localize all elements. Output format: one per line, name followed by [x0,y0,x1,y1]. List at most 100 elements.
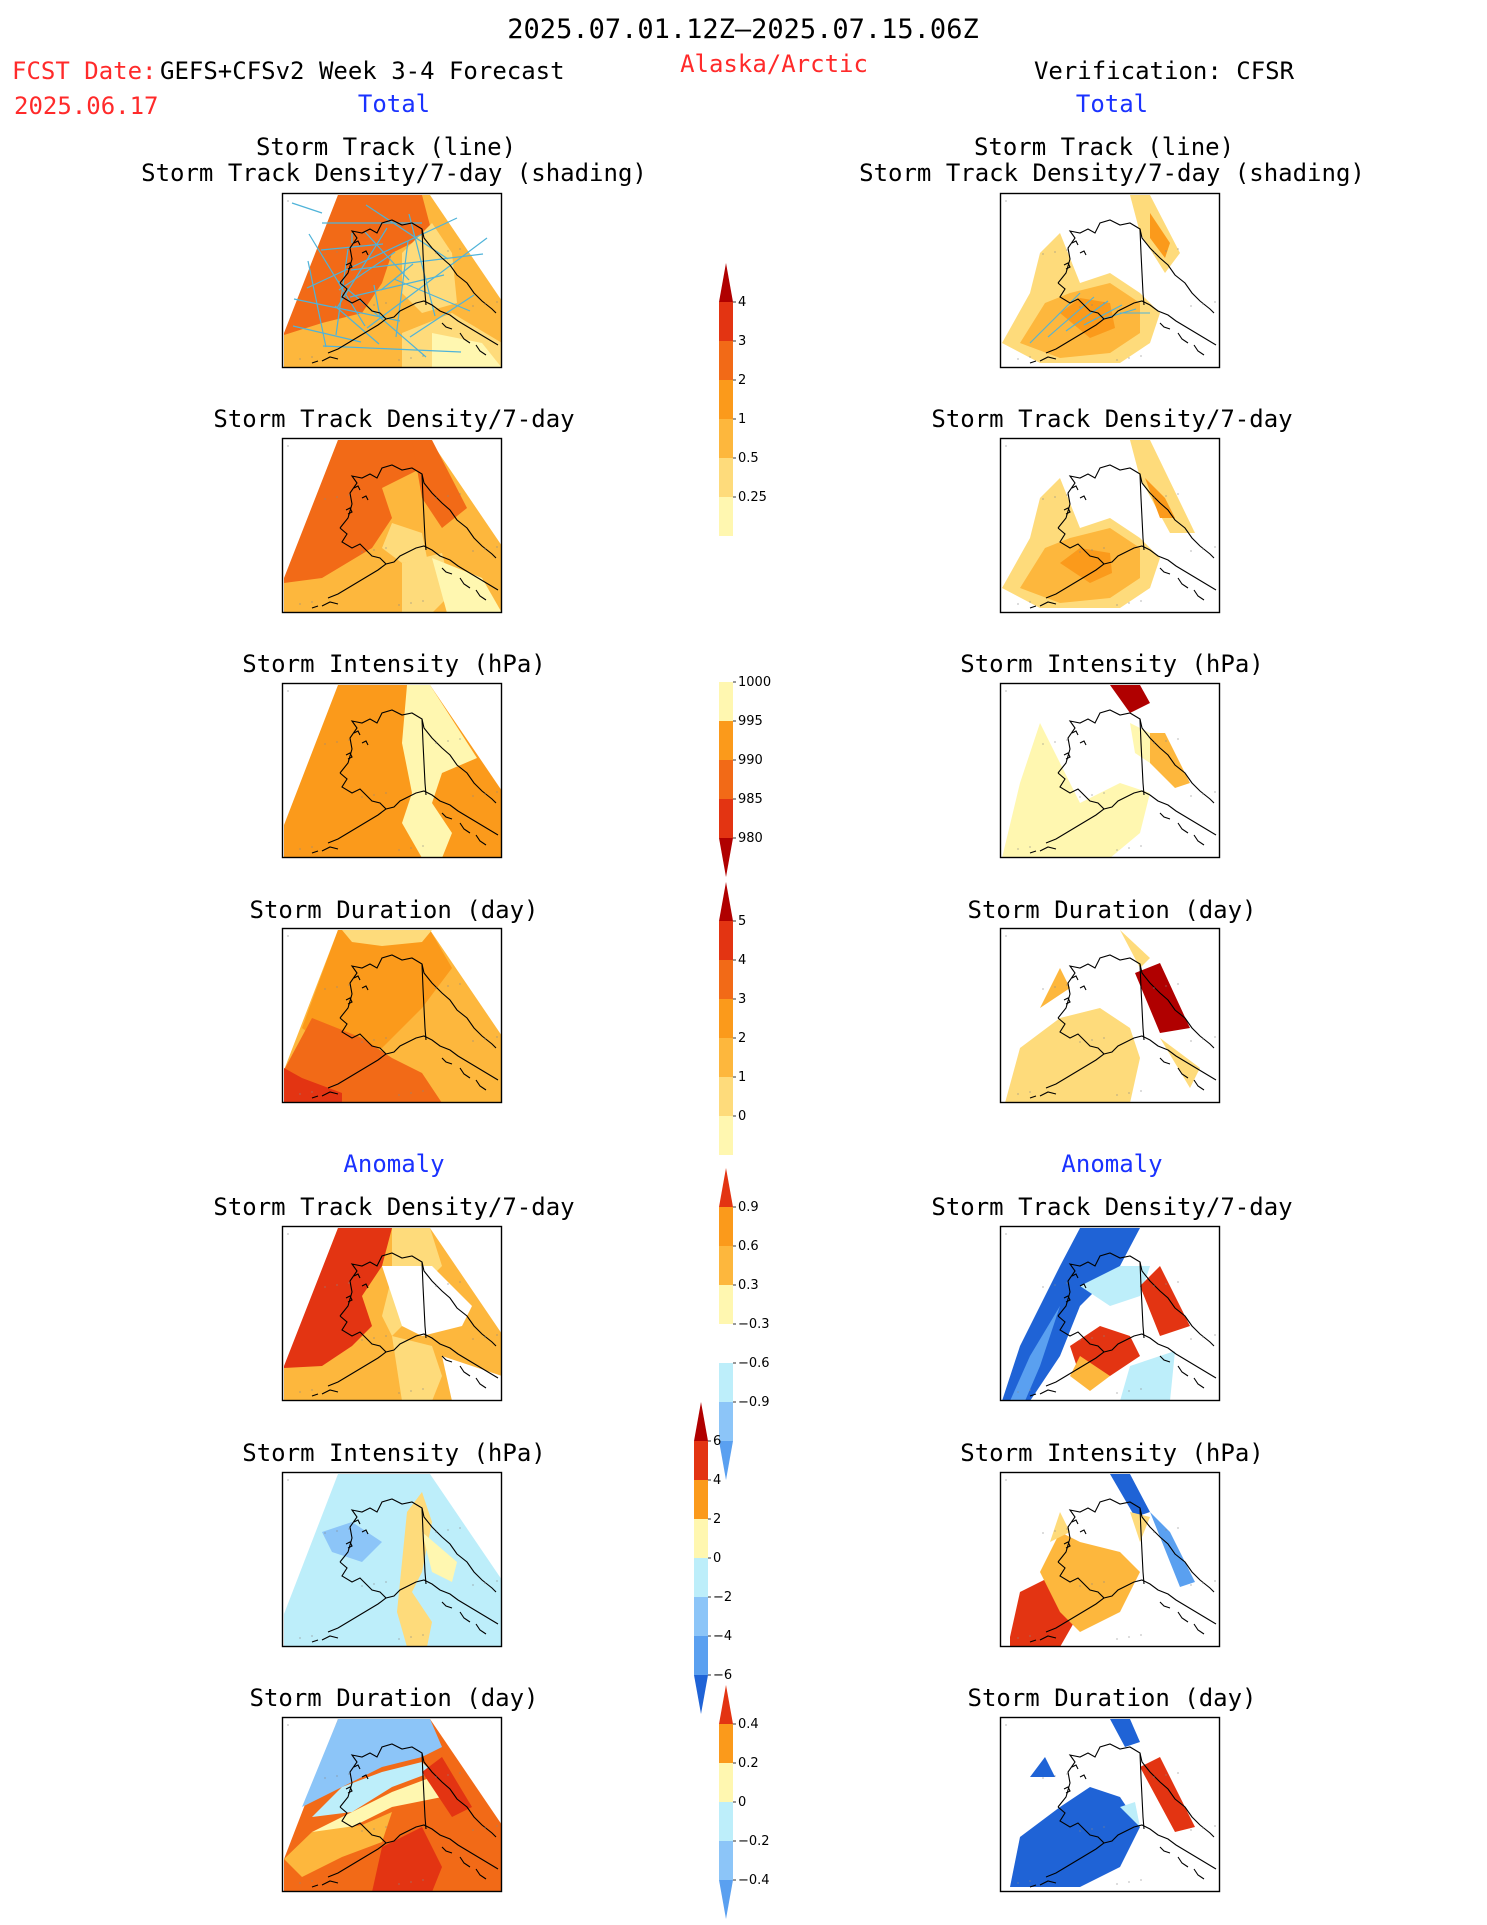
grid-dot [324,743,326,745]
coastline [345,997,353,1005]
grid-dot [1214,301,1216,303]
storm-track [364,231,410,281]
colorbar-box [694,1558,708,1597]
coastline [1159,1846,1171,1854]
shade-region [1150,733,1190,788]
grid-dot [1005,690,1007,692]
coastline [459,1611,471,1623]
coastline [1063,507,1071,515]
colorbar-box [719,643,733,682]
coastline [1071,1519,1079,1525]
grid-dot [447,1529,449,1531]
fcst-total-duration [281,927,503,1104]
grid-dot [1091,304,1093,306]
shade-region [1130,1512,1150,1542]
coastline [345,262,353,270]
coastline [475,1868,487,1880]
cfsr-total-density [999,437,1221,614]
grid-dot [385,547,387,549]
coastline [311,850,319,854]
grid-dot [1066,984,1068,986]
grid-dot [435,497,437,499]
colorbar-label: 4 [738,295,746,310]
coastline [1045,1806,1105,1878]
shade-region [1040,243,1060,273]
grid-dot [299,1637,301,1639]
coastline [441,322,453,330]
shade-region [1070,1356,1110,1391]
shade-region [382,523,427,563]
panel-frame [999,927,1221,1104]
colorbar-box [719,721,733,760]
panel-frame [999,1225,1221,1402]
shade-region [284,195,432,335]
shade-region [1150,213,1170,258]
coastline [421,1752,427,1830]
grid-dot [1153,1776,1155,1778]
coastline [1079,985,1087,991]
grid-dot [1202,1582,1204,1584]
coastline [339,1498,497,1593]
title-density-left: Storm Track Density/7-day [213,405,574,433]
coastline [1139,718,1145,796]
grid-dot [1066,1773,1068,1775]
colorbar-label: −0.2 [738,1834,770,1849]
grid-dot [422,1090,424,1092]
grid-dot [324,1777,326,1779]
panel-frame [281,192,503,369]
colorbar-label: 980 [738,831,763,846]
colorbar-label: 0.9 [738,1200,759,1215]
panel-frame [999,437,1221,614]
shade-region [1120,1351,1175,1401]
grid-dot [1103,1335,1105,1337]
storm-track [1083,304,1123,326]
coastline [353,1273,361,1279]
grid-dot [1165,985,1167,987]
coastline [311,1884,319,1888]
title-intensity-anom-left: Storm Intensity (hPa) [242,1439,545,1467]
storm-track [409,294,475,338]
coastline [345,752,353,760]
grid-dot [373,794,375,796]
grid-dot [348,739,350,741]
coastline [361,1774,369,1780]
grid-dot [422,845,424,847]
coastline [361,985,369,991]
grid-dot [422,355,424,357]
colorbar-label: 1000 [738,675,771,690]
coastline [321,1635,339,1641]
coastline [1071,1764,1079,1770]
grid-dot [1128,1881,1130,1883]
colorbar-box [719,1116,733,1155]
grid-dot [336,251,338,253]
shade-region [422,1532,457,1582]
colorbar-box [694,1597,708,1636]
colorbar-box [719,341,733,380]
shade-region [312,1777,442,1832]
coastline [1103,1035,1217,1081]
grid-dot [1165,250,1167,252]
grid-dot [1128,1092,1130,1094]
coastline [1177,822,1189,834]
colorbar-box [719,302,733,341]
grid-dot [1190,305,1192,307]
grid-dot [1054,1284,1056,1286]
storm-track [338,251,396,291]
fcst-anom-duration [281,1716,503,1893]
coastline [459,577,471,589]
coastline [327,1315,387,1387]
grid-dot [373,549,375,551]
title-intensity-anom-right: Storm Intensity (hPa) [960,1439,1263,1467]
colorbar-box [719,960,733,999]
grid-dot [1079,796,1081,798]
coastline [1045,1561,1105,1633]
grid-dot [1214,1580,1216,1582]
grid-dot [1177,983,1179,985]
coastline [421,228,427,306]
coastline [339,954,497,1049]
grid-dot [1177,493,1179,495]
coastline [345,1541,353,1549]
shade-region [442,1356,502,1401]
shade-region [302,930,452,1058]
coastline [1177,1856,1189,1868]
